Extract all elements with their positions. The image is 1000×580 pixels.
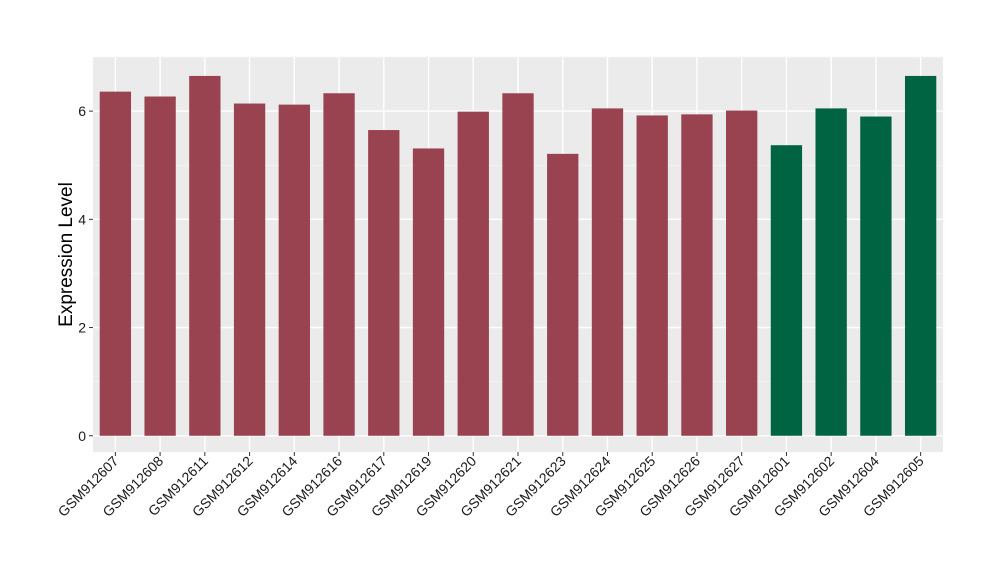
y-tick-label: 0 xyxy=(78,428,86,444)
bar-gsm912626 xyxy=(681,114,713,436)
y-axis: 0 2 4 6 xyxy=(78,103,93,444)
y-tick-label: 6 xyxy=(78,103,86,119)
bar-gsm912624 xyxy=(591,108,624,436)
bar-gsm912623 xyxy=(547,153,579,436)
bars xyxy=(99,75,937,436)
bar-gsm912605 xyxy=(904,75,937,436)
bar-gsm912627 xyxy=(726,110,758,436)
bar-gsm912601 xyxy=(770,145,803,436)
y-axis-title: Expression Level xyxy=(56,182,77,327)
bar-gsm912604 xyxy=(860,116,892,436)
bar-gsm912617 xyxy=(368,130,400,436)
bar-gsm912621 xyxy=(502,93,534,436)
bar-gsm912620 xyxy=(457,111,489,436)
bar-gsm912612 xyxy=(233,103,266,436)
bar-gsm912611 xyxy=(189,75,221,436)
x-axis: GSM912607GSM912608GSM912611GSM912612GSM9… xyxy=(55,452,927,520)
bar-gsm912616 xyxy=(323,93,355,436)
bar-gsm912607 xyxy=(99,91,132,436)
bar-gsm912602 xyxy=(815,108,847,436)
y-tick-label: 2 xyxy=(78,320,86,336)
bar-gsm912614 xyxy=(278,104,310,436)
bar-gsm912625 xyxy=(636,115,668,436)
bar-gsm912608 xyxy=(144,96,176,436)
bar-gsm912619 xyxy=(412,148,445,436)
y-tick-label: 4 xyxy=(78,211,86,227)
